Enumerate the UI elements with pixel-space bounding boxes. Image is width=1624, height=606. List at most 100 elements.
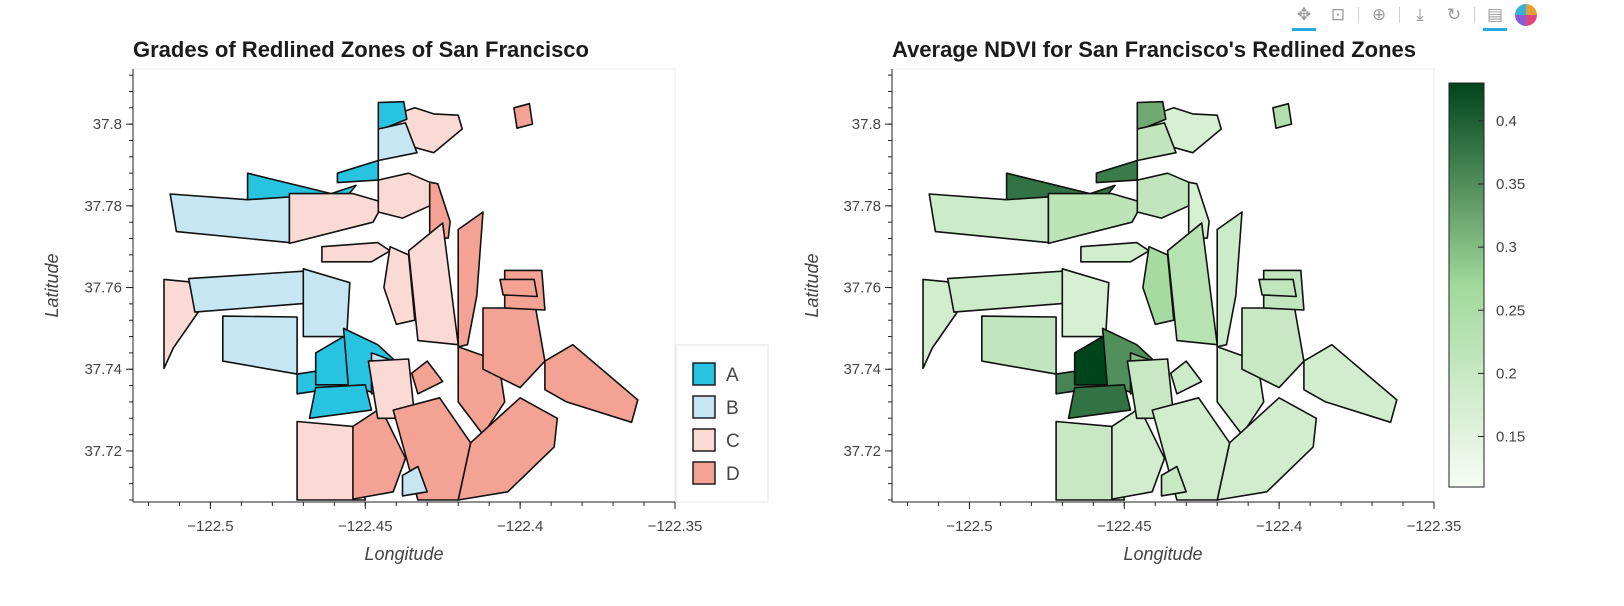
y-axis-label: Latitude [802, 253, 822, 317]
zone-24[interactable] [383, 245, 416, 326]
y-tick-label: 37.8 [93, 116, 122, 133]
legend-swatch-b [692, 395, 716, 419]
y-tick-label: 37.78 [843, 198, 881, 215]
zone-8[interactable] [1047, 192, 1144, 245]
x-tick-label: −122.45 [1097, 518, 1152, 535]
zone-3[interactable] [377, 100, 408, 132]
zone-9[interactable] [1136, 172, 1190, 219]
zone-20[interactable] [1055, 420, 1126, 501]
y-tick-label: 37.76 [84, 280, 122, 297]
zone-31[interactable] [544, 343, 639, 424]
zone-26[interactable] [457, 211, 484, 348]
zone-3[interactable] [1136, 100, 1167, 132]
colorbar-tick-label: 0.35 [1496, 176, 1525, 193]
x-tick-label: −122.4 [497, 518, 543, 535]
zone-12[interactable] [946, 270, 1070, 313]
legend-swatch-c [692, 428, 716, 452]
zone-34[interactable] [1160, 465, 1187, 497]
legend-label-a: A [726, 365, 739, 386]
zone-25[interactable] [1166, 222, 1218, 346]
y-tick-label: 37.74 [84, 361, 122, 378]
zone-10[interactable] [1080, 241, 1150, 263]
colorbar-tick-label: 0.15 [1496, 429, 1525, 446]
legend-label-d: D [726, 464, 740, 485]
y-tick-label: 37.72 [843, 443, 881, 460]
zone-6[interactable] [336, 159, 380, 184]
reset-tool-icon[interactable]: ↻ [1446, 5, 1462, 24]
pan-tool-icon[interactable]: ✥ [1290, 2, 1318, 31]
x-tick-label: −122.4 [1256, 518, 1302, 535]
zone-30[interactable] [499, 278, 539, 298]
zone-24[interactable] [1142, 245, 1175, 326]
x-tick-label: −122.5 [187, 518, 233, 535]
zone-18[interactable] [308, 383, 373, 420]
zone-7[interactable] [928, 193, 1050, 244]
toolbar-divider [1399, 7, 1400, 23]
y-axis-label: Latitude [42, 253, 62, 317]
x-tick-label: −122.5 [946, 518, 992, 535]
zone-26[interactable] [1216, 211, 1243, 348]
y-tick-label: 37.78 [84, 198, 122, 215]
zone-13[interactable] [1061, 267, 1110, 338]
y-tick-label: 37.72 [84, 443, 122, 460]
zone-8[interactable] [288, 192, 385, 245]
zone-10[interactable] [321, 241, 391, 263]
zone-7[interactable] [169, 193, 291, 244]
box-zoom-tool-icon[interactable]: ⊡ [1330, 5, 1346, 24]
zone-12[interactable] [187, 270, 311, 313]
wheel-zoom-tool-icon[interactable]: ⊕ [1371, 5, 1387, 24]
zone-4[interactable] [1136, 122, 1177, 162]
save-tool-icon[interactable]: ⤓ [1416, 5, 1424, 24]
colorbar-tick-label: 0.25 [1496, 302, 1525, 319]
zone-9[interactable] [377, 172, 431, 219]
zone-35[interactable] [1272, 102, 1293, 129]
y-tick-label: 37.8 [852, 116, 881, 133]
zone-18[interactable] [1067, 383, 1132, 420]
zone-23[interactable] [410, 360, 444, 395]
x-axis-label: Longitude [1123, 544, 1202, 564]
legend-label-c: C [726, 431, 740, 452]
zone-20[interactable] [296, 420, 367, 501]
zone-4[interactable] [377, 122, 418, 162]
colorbar-tick-label: 0.4 [1496, 113, 1517, 130]
chart-title: Average NDVI for San Francisco's Redline… [892, 37, 1416, 62]
x-tick-label: −122.45 [338, 518, 393, 535]
bokeh-logo-icon[interactable] [1515, 4, 1537, 26]
legend-swatch-a [692, 362, 716, 386]
zone-13[interactable] [302, 267, 351, 338]
hover-tool-icon[interactable]: ▤ [1481, 2, 1509, 31]
x-axis-label: Longitude [364, 544, 443, 564]
zone-1[interactable] [428, 181, 451, 239]
zone-11[interactable] [922, 278, 961, 370]
grades-map-panel: −122.5 −122.45 −122.4 −122.35 37.72 37.74 37.7… [42, 37, 769, 564]
x-tick-label: −122.35 [1407, 518, 1462, 535]
zone-35[interactable] [513, 102, 534, 129]
zone-14[interactable] [980, 315, 1057, 375]
zone-14[interactable] [222, 315, 298, 375]
zone-6[interactable] [1095, 159, 1139, 184]
legend-label-b: B [726, 398, 739, 419]
colorbar-tick-label: 0.3 [1496, 239, 1517, 256]
zone-25[interactable] [407, 222, 460, 346]
x-tick-label: −122.35 [648, 518, 703, 535]
zone-34[interactable] [401, 465, 429, 497]
legend-box [675, 344, 769, 503]
y-tick-label: 37.76 [843, 280, 881, 297]
colorbar: 0.15 0.2 0.25 0.3 0.35 0.4 [1448, 82, 1525, 488]
legend-swatch-d [692, 461, 716, 485]
colorbar-gradient [1448, 82, 1485, 488]
chart-title: Grades of Redlined Zones of San Francisc… [133, 37, 589, 62]
toolbar-divider [1474, 7, 1475, 23]
y-tick-label: 37.74 [843, 361, 881, 378]
zone-23[interactable] [1169, 360, 1203, 395]
zone-1[interactable] [1187, 181, 1210, 239]
colorbar-tick-label: 0.2 [1496, 365, 1517, 382]
zone-11[interactable] [163, 278, 202, 370]
zone-30[interactable] [1258, 278, 1297, 298]
zone-31[interactable] [1303, 343, 1398, 424]
plot-toolbar: ✥ ⊡ ⊕ ⤓ ↻ ▤ [1290, 0, 1537, 31]
ndvi-map-panel: −122.5 −122.45 −122.4 −122.35 37.72 37.74 37.7… [802, 37, 1525, 564]
toolbar-divider [1358, 7, 1359, 23]
